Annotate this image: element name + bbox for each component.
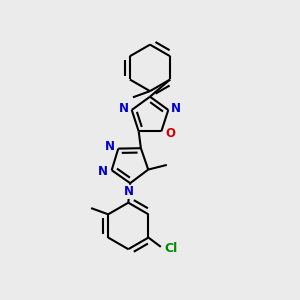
Text: O: O (165, 127, 175, 140)
Text: N: N (98, 165, 107, 178)
Text: Cl: Cl (164, 242, 177, 255)
Text: N: N (171, 102, 181, 115)
Text: N: N (105, 140, 115, 153)
Text: N: N (119, 102, 129, 115)
Text: N: N (124, 185, 134, 198)
